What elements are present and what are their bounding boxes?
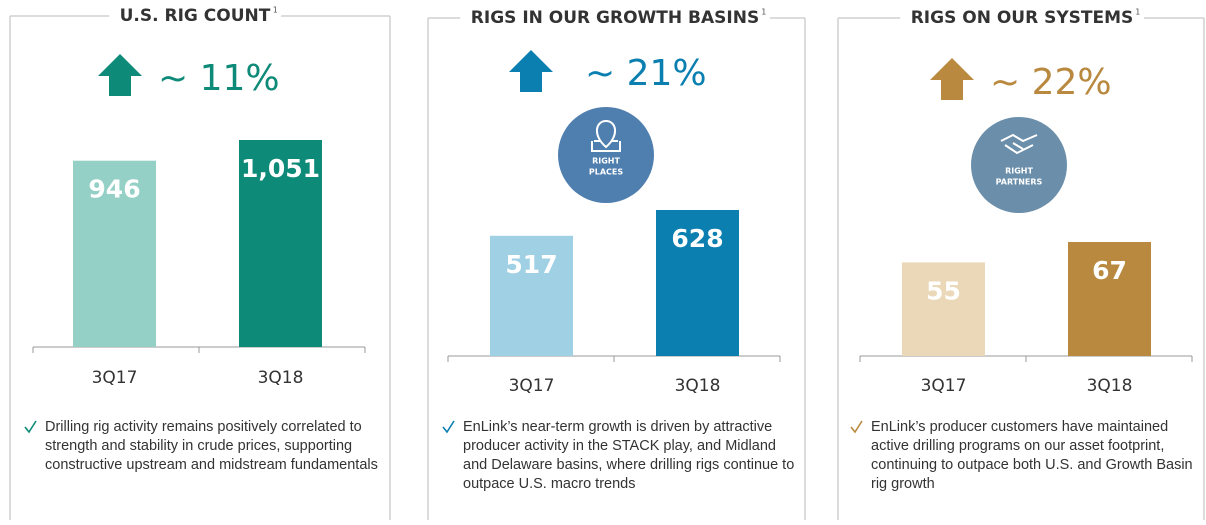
panel-border <box>837 17 1205 520</box>
check-mark <box>442 420 455 434</box>
icon-label: RIGHT <box>592 157 620 166</box>
x-tick-label: 3Q17 <box>509 376 555 396</box>
panel-title: RIGS IN OUR GROWTH BASINS <box>471 8 759 28</box>
icon-handshake <box>1000 133 1038 155</box>
value-label: 946 <box>88 175 140 204</box>
change-label: ~ 21% <box>585 53 707 94</box>
panel-border <box>9 15 391 520</box>
x-tick-label: 3Q17 <box>921 376 967 396</box>
bar <box>1068 242 1151 356</box>
title-note: 1 <box>1135 8 1140 17</box>
x-tick-label: 3Q18 <box>675 376 721 396</box>
icon-pin <box>591 119 621 152</box>
title-note: 1 <box>273 6 278 15</box>
check-mark <box>850 420 863 434</box>
bar <box>239 140 322 347</box>
up-arrow <box>98 54 142 96</box>
up-arrow <box>509 50 553 92</box>
icon-label: PLACES <box>589 168 623 177</box>
value-label: 1,051 <box>241 154 320 183</box>
panel-border <box>427 17 806 520</box>
check-mark <box>24 420 37 434</box>
value-label: 67 <box>1092 256 1127 285</box>
icon-circle <box>971 117 1067 213</box>
title-note: 1 <box>761 8 766 17</box>
change-label: ~ 22% <box>990 62 1112 103</box>
icon-circle <box>558 107 654 203</box>
value-label: 517 <box>505 250 557 279</box>
value-label: 628 <box>671 224 723 253</box>
bar <box>902 262 985 356</box>
bar <box>490 235 573 356</box>
bullet-text: EnLink’s near-term growth is driven by a… <box>463 419 795 492</box>
bar <box>73 160 156 347</box>
change-label: ~ 11% <box>158 58 280 99</box>
value-label: 55 <box>926 276 961 305</box>
bar <box>656 210 739 356</box>
icon-label: PARTNERS <box>996 178 1043 187</box>
up-arrow <box>930 58 974 100</box>
panel-title: RIGS ON OUR SYSTEMS <box>911 8 1134 28</box>
bullet-text: EnLink’s producer customers have maintai… <box>871 419 1193 492</box>
bullet-text: Drilling rig activity remains positively… <box>45 419 378 473</box>
x-tick-label: 3Q18 <box>1087 376 1133 396</box>
icon-label: RIGHT <box>1005 167 1033 176</box>
panel-title: U.S. RIG COUNT <box>120 6 271 26</box>
x-tick-label: 3Q17 <box>92 368 138 388</box>
x-tick-label: 3Q18 <box>258 368 304 388</box>
